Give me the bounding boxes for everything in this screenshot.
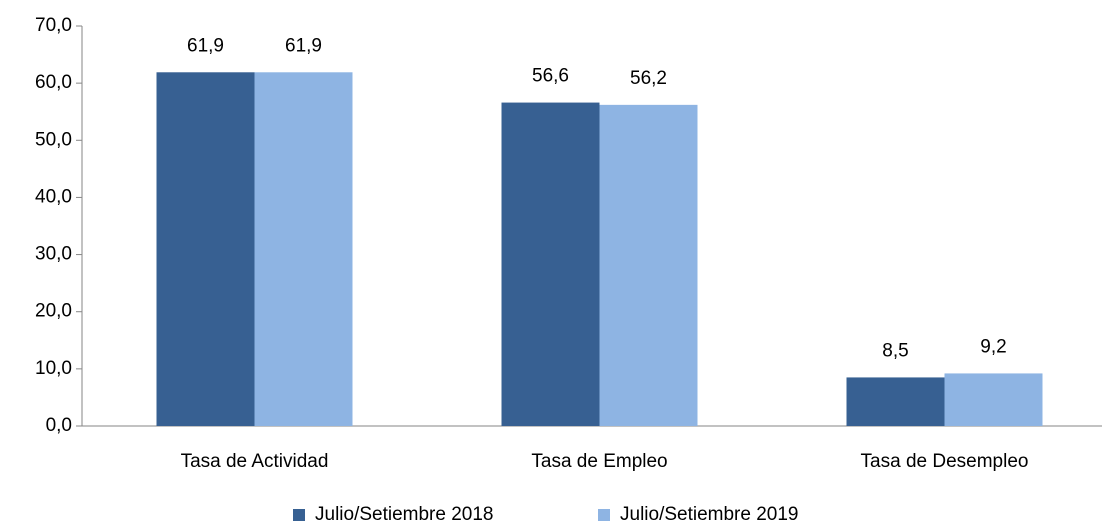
y-tick-label: 60,0 xyxy=(35,72,72,93)
x-tick-label: Tasa de Desempleo xyxy=(861,451,1029,472)
value-label: 9,2 xyxy=(980,336,1006,357)
legend-swatch xyxy=(598,509,610,521)
value-label: 56,2 xyxy=(630,68,667,89)
value-label: 56,6 xyxy=(532,66,569,87)
value-label: 61,9 xyxy=(187,35,224,56)
bar xyxy=(156,72,255,427)
y-tick-label: 50,0 xyxy=(35,129,72,150)
x-tick-label: Tasa de Actividad xyxy=(181,451,329,472)
value-label: 61,9 xyxy=(285,35,322,56)
y-tick-label: 20,0 xyxy=(35,301,72,322)
bar xyxy=(944,373,1043,426)
legend-label: Julio/Setiembre 2019 xyxy=(620,504,799,525)
bar xyxy=(846,377,945,426)
legend-swatch xyxy=(293,509,305,521)
y-tick-label: 10,0 xyxy=(35,358,72,379)
y-tick-label: 70,0 xyxy=(35,15,72,36)
bar xyxy=(599,104,698,426)
x-tick-label: Tasa de Empleo xyxy=(531,451,667,472)
value-label: 8,5 xyxy=(882,340,908,361)
bar xyxy=(501,102,600,427)
y-tick-label: 0,0 xyxy=(46,415,72,436)
y-tick-label: 40,0 xyxy=(35,186,72,207)
legend-label: Julio/Setiembre 2018 xyxy=(315,504,494,525)
y-tick-label: 30,0 xyxy=(35,244,72,265)
bar xyxy=(254,72,353,427)
